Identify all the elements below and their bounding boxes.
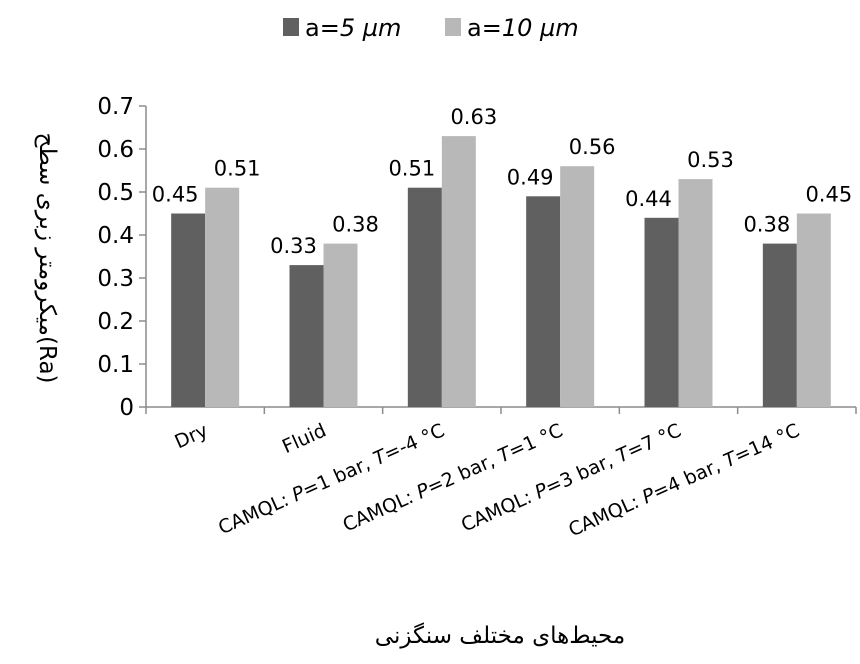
category-label-part: =4 bar, [649, 452, 729, 504]
y-tick-label: 0.1 [97, 352, 134, 378]
x-tick-label: CAMQL: P=4 bar, T=14 °C [565, 419, 803, 541]
data-label: 0.38 [743, 213, 790, 237]
bar-series-2 [796, 213, 831, 407]
data-label: 0.51 [388, 157, 435, 181]
bar-series-1 [644, 217, 679, 407]
y-tick-label: 0.7 [97, 94, 134, 120]
bar-series-1 [289, 265, 324, 407]
y-axis-title: (Ra)میکرومتر زبری سطح [34, 132, 60, 383]
data-label: 0.63 [450, 105, 497, 129]
legend: a=5 µm a=10 µm [283, 14, 579, 42]
data-labels-group: 0.45 0.51 0.33 0.38 0.51 0.63 0.49 0.56 0.44 0.53… [152, 105, 852, 258]
x-tick-label: CAMQL: P=1 bar, T=-4 °C [215, 419, 448, 539]
y-tick-label: 0.5 [97, 180, 134, 206]
bars-group [171, 136, 831, 407]
x-tick-label: CAMQL: P=2 bar, T=1 °C [340, 419, 567, 536]
data-label: 0.53 [687, 148, 734, 172]
legend-swatch [283, 18, 299, 36]
legend-item-series-1: a=5 µm [283, 14, 401, 42]
y-tick-label: 0.3 [97, 266, 134, 292]
data-label: 0.45 [805, 183, 852, 207]
category-label-part: =2 bar, [424, 447, 504, 499]
category-label-part: CAMQL: [340, 484, 423, 537]
legend-label-part: a [305, 14, 320, 42]
x-axis-title: محیط‌های مختلف سنگزنی [375, 622, 625, 649]
legend-label-part: =10 µm [482, 14, 579, 42]
data-label: 0.45 [152, 183, 199, 207]
bar-series-2 [441, 136, 476, 407]
x-tick-label: Fluid [279, 419, 330, 458]
x-tick-label: Dry [171, 419, 211, 453]
legend-item-series-2: a=10 µm [445, 14, 579, 42]
data-label: 0.44 [625, 187, 672, 211]
category-label-part: CAMQL: [565, 488, 648, 541]
bar-series-2 [205, 187, 240, 407]
category-label-part: =3 bar, [542, 447, 622, 499]
bar-series-1 [171, 213, 206, 407]
y-tick-label: 0 [119, 395, 134, 421]
data-label: 0.33 [270, 234, 317, 258]
data-label: 0.56 [569, 135, 616, 159]
data-label: 0.51 [214, 157, 261, 181]
legend-label-part: =5 µm [320, 14, 402, 42]
legend-label: a=5 µm [305, 14, 401, 42]
data-label: 0.49 [507, 165, 554, 189]
y-axis: 0 0.1 0.2 0.3 0.4 0.5 0.6 0.7 [97, 94, 147, 421]
category-label-part: =-4 °C [381, 419, 448, 465]
bar-series-2 [323, 243, 358, 407]
bar-series-1 [526, 196, 561, 407]
bar-series-2 [678, 179, 713, 407]
category-label-part: CAMQL: [458, 484, 541, 537]
category-label-part: =7 °C [624, 419, 685, 462]
legend-label-part: a [467, 14, 482, 42]
legend-label: a=10 µm [467, 14, 579, 42]
y-tick-label: 0.2 [97, 309, 134, 335]
legend-swatch [445, 18, 461, 36]
bar-series-1 [407, 187, 442, 407]
y-tick-label: 0.6 [97, 137, 134, 163]
category-label-part: =14 °C [731, 419, 803, 467]
data-label: 0.38 [332, 213, 379, 237]
category-label-part: CAMQL: [215, 486, 298, 539]
x-axis [145, 406, 857, 414]
bar-series-1 [762, 243, 797, 407]
category-label-part: Fluid [279, 419, 330, 458]
bar-series-2 [560, 166, 595, 407]
category-label-part: Dry [171, 419, 211, 453]
category-label-part: =1 °C [505, 419, 566, 462]
category-label-part: =1 bar, [299, 450, 379, 502]
y-tick-label: 0.4 [97, 223, 134, 249]
